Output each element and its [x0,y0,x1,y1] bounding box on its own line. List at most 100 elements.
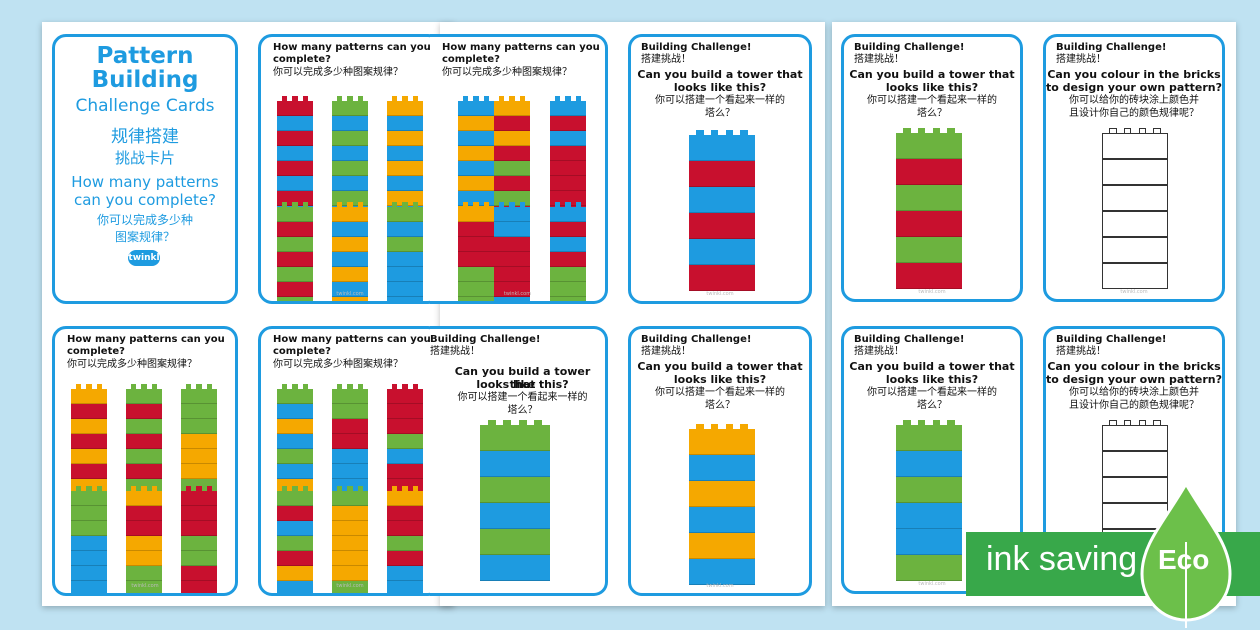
brick [896,477,962,503]
brick-stud [392,202,398,208]
brick [332,449,368,464]
brick [550,237,586,252]
brick [494,252,530,267]
brick-stud [292,384,298,390]
brick [126,389,162,404]
brick [387,207,423,222]
pattern-tower [550,202,586,301]
challenge-question-zh2: 塔么？ [917,400,947,411]
brick [387,297,423,301]
brick [71,581,107,593]
cover-question-1: How many patterns [71,173,219,191]
tower-card-1: Building Challenge! 搭建挑战！ Can you build a … [628,34,812,304]
brick [332,566,368,581]
brick-stud [1138,128,1146,134]
brick [277,252,313,267]
design-question-zh: 你可以给你的砖块涂上颜色并 [1069,387,1199,398]
brick [550,146,586,161]
brick-stud [555,202,561,208]
challenge-tower [689,424,755,585]
brick [332,146,368,161]
brick [387,581,423,593]
question-zh: 你可以完成多少种图案规律？ [67,359,197,370]
card-footer: twinkl.com [131,583,159,589]
brick [71,449,107,464]
brick [387,116,423,131]
pattern-tower [387,202,423,301]
brick-stud [357,384,363,390]
brick [689,135,755,161]
brick-stud [519,202,525,208]
design-title-zh: 搭建挑战！ [1056,54,1106,65]
challenge-question: Can you build a tower that [637,360,803,373]
brick [896,503,962,529]
challenge-question-zh2: 塔么？ [705,400,735,411]
challenge-tower [896,128,962,289]
challenge-title: Building Challenge! [641,42,752,53]
pattern-tower [277,486,313,593]
brick [480,451,550,477]
challenge-question-2: looks like this? [885,373,979,386]
brick [277,551,313,566]
brick-stud [347,96,353,102]
brick [277,222,313,237]
brick [494,101,530,116]
brick [689,559,755,585]
brick [387,551,423,566]
challenge-question: Can you build a tower that [454,365,591,391]
brick [896,159,962,185]
brick [277,536,313,551]
card-footer: twinkl.com [706,291,734,297]
brick [896,211,962,237]
brick-stud [302,384,308,390]
brick [332,419,368,434]
brick [550,131,586,146]
brick [387,237,423,252]
brick-stud [1124,128,1132,134]
brick [332,116,368,131]
brick [387,449,423,464]
brick-stud [1153,128,1161,134]
brick [387,176,423,191]
brick [458,282,494,297]
question-text: How many patterns can you [273,42,431,53]
brick [181,419,217,434]
challenge-question-zh: 你可以搭建一个看起来一样的 [457,392,588,403]
brick-stud [1109,128,1117,134]
brick-stud [412,96,418,102]
brick-stud [141,486,147,492]
brick [494,176,530,191]
brick-stud [483,202,489,208]
brick [1102,185,1168,211]
brick [550,222,586,237]
challenge-question-2: looks like this? [885,81,979,94]
question-text-2: complete? [67,346,125,357]
brick-stud [131,486,137,492]
brick [332,222,368,237]
brick-stud [357,486,363,492]
brick [277,297,313,301]
tower-card-partial: Building Challenge! 搭建挑战！ Can you build a … [430,326,608,596]
brick [480,555,550,581]
blank-tower [1102,128,1168,289]
brick [494,222,530,237]
tower-card-3: Building Challenge! 搭建挑战！ Can you build a … [841,34,1023,302]
brick [458,146,494,161]
design-question: Can you colour in the bricks [1047,68,1221,81]
brick [458,237,494,252]
brick [689,265,755,291]
card-footer: twinkl.com [336,291,364,297]
brick [71,419,107,434]
pattern-tower [332,384,368,494]
challenge-title-zh: 搭建挑战！ [854,54,904,65]
design-question-zh2: 且设计你自己的颜色规律呢？ [1069,400,1199,411]
brick-stud [711,424,719,430]
cover-question-zh1: 你可以完成多少种 [96,213,193,227]
brick [277,491,313,506]
challenge-title-zh: 搭建挑战！ [641,346,691,357]
brick-stud [696,424,704,430]
brick [332,252,368,267]
card-footer: twinkl.com [336,583,364,589]
cover-subtitle: Challenge Cards [75,96,215,116]
challenge-question: Can you build a tower that [849,360,1015,373]
